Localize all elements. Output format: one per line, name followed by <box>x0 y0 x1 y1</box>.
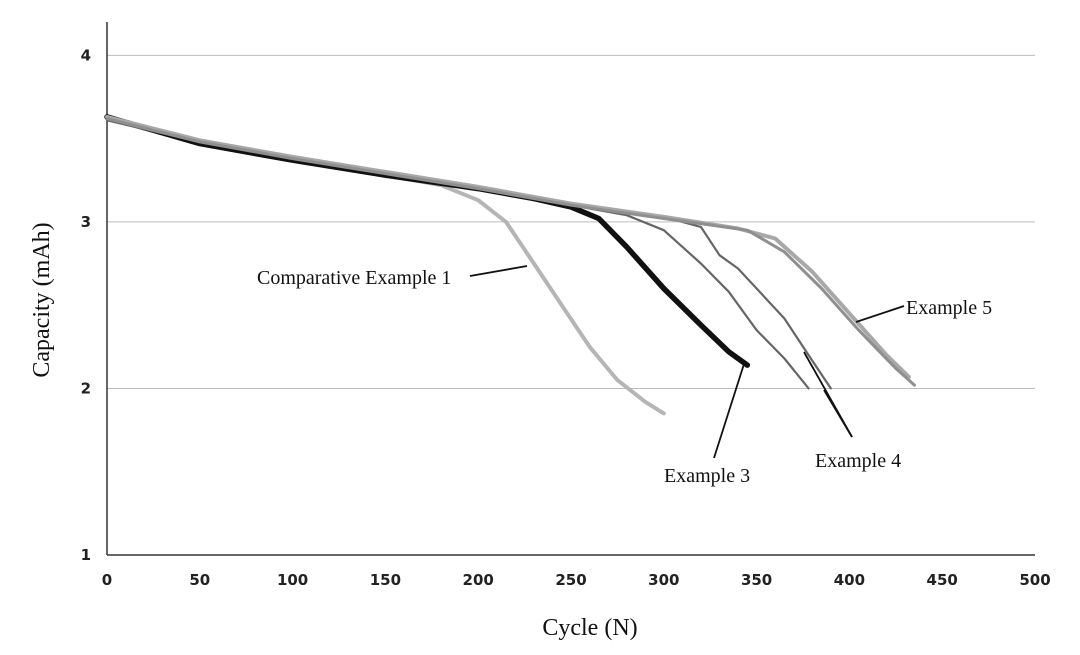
grid-layer <box>107 54 1035 389</box>
y-axis-title: Capacity (mAh) <box>29 222 55 377</box>
pointer-layer <box>469 265 905 459</box>
series-line-ex3 <box>104 114 751 368</box>
annotation-comparative-example-1: Comparative Example 1 <box>257 267 451 289</box>
y-tick-label-3: 4 <box>81 46 91 64</box>
series-line-ex5b <box>105 117 916 387</box>
x-tick-label-1: 50 <box>189 571 210 589</box>
tick-layer: 1 2 3 4 0 50 100 150 200 250 300 350 400 450 500 <box>81 46 1051 589</box>
x-tick-label-7: 350 <box>741 571 772 589</box>
x-tick-label-9: 450 <box>927 571 958 589</box>
x-tick-label-5: 250 <box>555 571 586 589</box>
annotation-pointer-ex4b <box>823 389 853 438</box>
series-line-ex5a <box>105 114 911 379</box>
annotation-pointer-comp1 <box>469 265 528 277</box>
x-tick-label-0: 0 <box>102 571 112 589</box>
x-tick-label-6: 300 <box>648 571 679 589</box>
x-tick-label-8: 400 <box>834 571 865 589</box>
annotation-example-5: Example 5 <box>906 297 992 319</box>
y-tick-label-1: 2 <box>81 379 91 397</box>
x-tick-label-4: 200 <box>463 571 494 589</box>
x-tick-label-2: 100 <box>277 571 308 589</box>
y-tick-label-0: 1 <box>81 546 91 564</box>
x-axis-title: Cycle (N) <box>542 615 637 641</box>
annotation-pointer-ex3 <box>713 363 745 459</box>
annotation-example-4: Example 4 <box>815 450 901 472</box>
x-tick-label-10: 500 <box>1019 571 1050 589</box>
y-tick-label-2: 3 <box>81 213 91 231</box>
x-tick-label-3: 150 <box>370 571 401 589</box>
annotation-example-3: Example 3 <box>664 465 750 487</box>
series-layer <box>104 114 916 416</box>
annotation-pointer-ex5 <box>855 305 905 323</box>
